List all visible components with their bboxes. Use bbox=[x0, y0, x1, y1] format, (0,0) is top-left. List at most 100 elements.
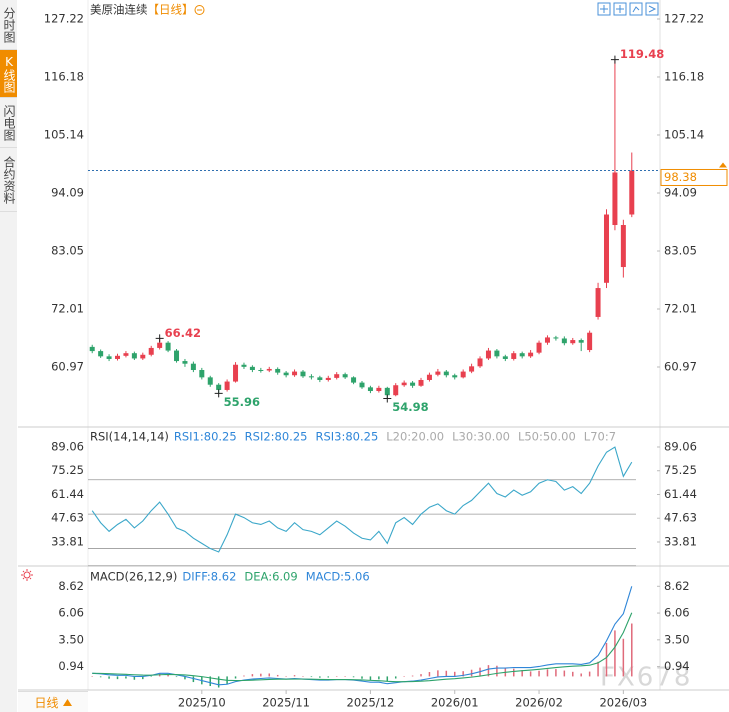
candle-body bbox=[410, 382, 416, 386]
macd-bar bbox=[116, 676, 119, 680]
sidebar-tab[interactable]: 分时图 bbox=[0, 0, 17, 50]
macd-bar bbox=[184, 676, 186, 680]
x-tick-label: 2025/10 bbox=[178, 696, 226, 710]
macd-bar bbox=[529, 671, 532, 677]
candle-body bbox=[595, 288, 601, 317]
sidebar-tab[interactable]: K线图 bbox=[0, 50, 17, 98]
candle-body bbox=[258, 369, 264, 371]
candle-body bbox=[426, 374, 432, 380]
macd-bar bbox=[470, 669, 473, 677]
legend-item: RSI2:80.25 bbox=[245, 430, 308, 444]
y-tick-label: 61.44 bbox=[664, 487, 697, 501]
macd-bar bbox=[605, 642, 608, 677]
candle-body bbox=[477, 358, 483, 367]
macd-bar bbox=[217, 676, 220, 688]
candle-body bbox=[469, 366, 475, 372]
legend-item: DEA:6.09 bbox=[244, 570, 297, 584]
y-tick-label: 8.62 bbox=[664, 579, 690, 593]
legend-item: L20:20.00 bbox=[386, 430, 444, 444]
macd-bar bbox=[622, 638, 625, 677]
x-tick-label: 2025/11 bbox=[262, 696, 310, 710]
candle-body bbox=[578, 340, 584, 343]
candle-body bbox=[283, 372, 289, 376]
macd-bar bbox=[285, 675, 287, 677]
candle-body bbox=[452, 375, 458, 378]
y-tick-label: 60.97 bbox=[51, 360, 84, 374]
y-tick-label: 116.18 bbox=[664, 69, 704, 83]
y-tick-label: 3.50 bbox=[58, 632, 84, 646]
legend-item: L30:30.00 bbox=[452, 430, 510, 444]
legend-title: MACD(26,12,9) bbox=[90, 570, 177, 584]
y-tick-label: 89.06 bbox=[51, 439, 84, 453]
candle-body bbox=[233, 364, 239, 382]
candle-body bbox=[98, 351, 104, 357]
candle-body bbox=[612, 172, 618, 226]
tool-icon[interactable] bbox=[597, 2, 611, 16]
candle-body bbox=[528, 352, 534, 357]
candle-body bbox=[131, 353, 137, 359]
y-tick-label: 127.22 bbox=[664, 11, 704, 25]
sidebar-tab[interactable]: 合约资料 bbox=[0, 148, 17, 212]
candle-body bbox=[460, 371, 466, 378]
extreme-marker bbox=[610, 55, 619, 64]
period-label: 【日线】 bbox=[148, 3, 194, 17]
macd-bar bbox=[108, 676, 110, 679]
candle-body bbox=[300, 371, 306, 377]
macd-bar bbox=[588, 671, 591, 677]
candle-body bbox=[199, 369, 205, 378]
extreme-label: 66.42 bbox=[165, 326, 201, 340]
macd-bar bbox=[378, 676, 380, 680]
macd-bar bbox=[133, 676, 136, 680]
candle-body bbox=[292, 371, 298, 376]
legend-item: RSI3:80.25 bbox=[315, 430, 378, 444]
y-tick-label: 105.14 bbox=[664, 127, 704, 141]
candle-body bbox=[443, 371, 449, 376]
candle-body bbox=[561, 338, 567, 344]
macd-bar bbox=[386, 676, 389, 682]
period-button[interactable]: 日线 bbox=[18, 691, 88, 712]
candle-body bbox=[249, 366, 255, 370]
macd-bar bbox=[403, 676, 405, 677]
macd-bar bbox=[327, 676, 330, 678]
macd-bar bbox=[192, 676, 195, 683]
sidebar-tab[interactable]: 闪电图 bbox=[0, 98, 17, 148]
macd-bar bbox=[394, 676, 397, 679]
macd-bar bbox=[276, 674, 279, 677]
macd-bar bbox=[521, 670, 523, 677]
macd-bar bbox=[597, 661, 599, 677]
tool-icon[interactable] bbox=[629, 2, 643, 16]
macd-bar bbox=[175, 676, 178, 678]
y-tick-label: 94.09 bbox=[51, 186, 84, 200]
y-tick-label: 0.94 bbox=[664, 659, 690, 673]
tool-icon[interactable] bbox=[645, 2, 659, 16]
candle-body bbox=[106, 356, 112, 359]
extreme-marker bbox=[214, 389, 223, 398]
y-tick-label: 33.81 bbox=[51, 534, 84, 548]
x-tick-label: 2026/03 bbox=[599, 696, 647, 710]
macd-bar bbox=[538, 670, 540, 677]
macd-bar bbox=[563, 670, 566, 677]
legend-item: RSI1:80.25 bbox=[174, 430, 237, 444]
candle-body bbox=[570, 340, 576, 344]
period-button-label: 日线 bbox=[34, 696, 59, 710]
candle-body bbox=[174, 350, 180, 362]
y-tick-label: 47.63 bbox=[51, 511, 84, 525]
candle-body bbox=[359, 382, 365, 388]
candle-body bbox=[325, 377, 331, 380]
collapse-icon[interactable] bbox=[194, 5, 205, 15]
candle-body bbox=[376, 387, 382, 392]
candle-body bbox=[342, 374, 348, 378]
macd-bar bbox=[631, 623, 633, 677]
candle-body bbox=[317, 377, 323, 380]
candle-body bbox=[519, 353, 525, 357]
macd-bar bbox=[453, 671, 456, 677]
tool-icon[interactable] bbox=[613, 2, 627, 16]
candle-body bbox=[334, 374, 340, 378]
settings-icon[interactable] bbox=[21, 569, 33, 581]
candle-body bbox=[401, 382, 407, 386]
macd-bar bbox=[344, 676, 346, 677]
y-tick-label: 83.05 bbox=[664, 244, 697, 258]
macd-bar bbox=[420, 674, 422, 677]
legend-item: L50:50.00 bbox=[518, 430, 576, 444]
y-tick-label: 75.25 bbox=[51, 463, 84, 477]
